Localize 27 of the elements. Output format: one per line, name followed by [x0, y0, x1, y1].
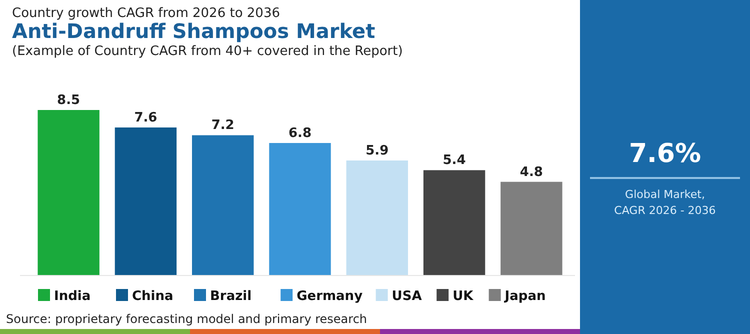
data-label: 8.5 [57, 93, 80, 108]
bar [192, 135, 254, 275]
bar [500, 182, 562, 275]
x-tick-label: China [132, 289, 174, 304]
x-tick-label: Japan [504, 289, 546, 304]
data-label: 6.8 [288, 126, 312, 141]
source-note: Source: proprietary forecasting model and primary research [6, 312, 368, 326]
data-label: 7.6 [134, 110, 158, 126]
bar [269, 143, 331, 275]
data-label: 5.4 [442, 153, 466, 168]
data-label: 5.9 [366, 143, 389, 158]
x-tick-label: Brazil [210, 289, 252, 304]
data-label: 7.2 [211, 118, 234, 134]
bar [346, 160, 408, 275]
bar [38, 110, 100, 275]
chart-title: Anti-Dandruff Shampoos Market [12, 19, 376, 43]
text: Global Market, CAGR 2026 - 2036 [614, 188, 716, 217]
chart-subtitle: Country growth CAGR from 2026 to 2036 [12, 6, 280, 21]
x-tick-label: UK [452, 289, 474, 304]
bar [114, 127, 177, 275]
text: (Example of Country CAGR from 40+ covered in the Report) [12, 44, 403, 59]
x-tick-label: Germany [296, 289, 364, 304]
bar [423, 170, 486, 275]
x-tick-label: India [54, 289, 91, 304]
data-label: 4.8 [520, 164, 543, 180]
text: 7.6% [628, 139, 702, 169]
x-tick-label: USA [392, 289, 422, 304]
